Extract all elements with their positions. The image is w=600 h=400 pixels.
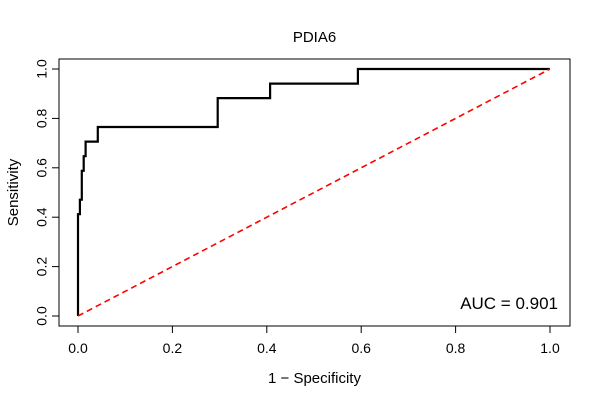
y-axis: 0.0 0.2 0.4 0.6 0.8 1.0	[34, 59, 60, 326]
x-axis-title: 1 − Specificity	[268, 370, 361, 387]
x-tick-label: 1.0	[540, 340, 560, 356]
x-tick-label: 0.6	[351, 340, 371, 356]
series-layer	[76, 67, 551, 317]
x-tick-label: 0.4	[257, 340, 277, 356]
y-tick-label: 0.6	[34, 158, 50, 178]
x-tick-label: 0.8	[446, 340, 466, 356]
y-tick-label: 1.0	[34, 59, 50, 79]
y-tick-label: 0.4	[34, 207, 50, 227]
x-tick-label: 0.2	[163, 340, 183, 356]
reference-line	[77, 68, 551, 317]
x-axis: 0.0 0.2 0.4 0.6 0.8 1.0	[68, 325, 560, 356]
chart-title: PDIA6	[293, 29, 336, 46]
x-tick-label: 0.0	[68, 340, 88, 356]
y-tick-label: 0.8	[34, 108, 50, 128]
y-axis-title: Sensitivity	[5, 158, 22, 226]
y-tick-label: 0.2	[34, 257, 50, 277]
roc-curve	[76, 67, 550, 316]
y-tick-label: 0.0	[34, 306, 50, 326]
auc-annotation: AUC = 0.901	[460, 294, 558, 313]
